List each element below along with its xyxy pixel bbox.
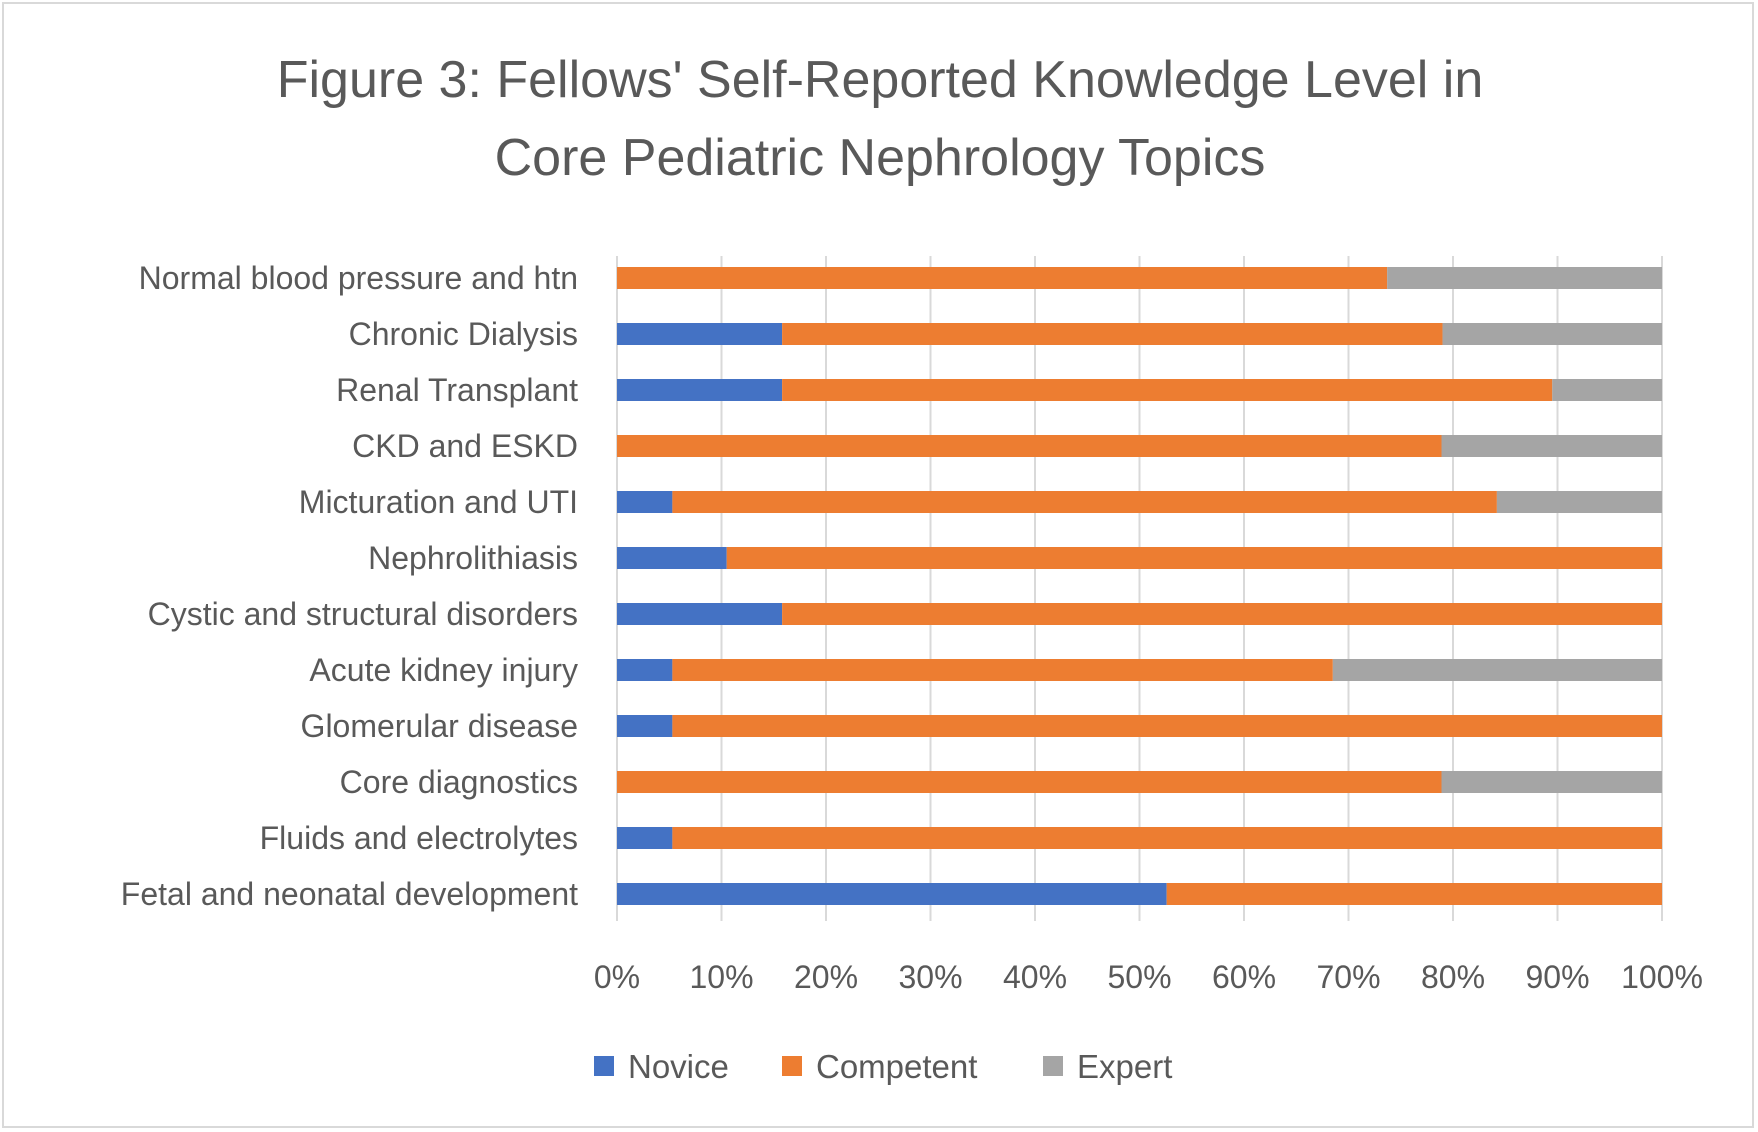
bar-segment-competent — [672, 659, 1333, 681]
x-tick-label: 90% — [1525, 959, 1589, 995]
legend-swatch-novice — [594, 1056, 614, 1076]
category-label: Cystic and structural disorders — [148, 596, 578, 632]
category-label: Fluids and electrolytes — [260, 820, 578, 856]
bar-segment-expert — [1387, 267, 1662, 289]
legend-swatch-competent — [782, 1056, 802, 1076]
bar-segment-competent — [782, 379, 1553, 401]
x-tick-label: 30% — [898, 959, 962, 995]
x-tick-label: 100% — [1621, 959, 1703, 995]
bar-segment-competent — [782, 603, 1662, 625]
category-label: Chronic Dialysis — [349, 316, 578, 352]
legend: Novice Competent Expert — [594, 1048, 1172, 1085]
bar-segment-expert — [1441, 435, 1662, 457]
category-label: Core diagnostics — [340, 764, 578, 800]
category-labels: Normal blood pressure and htn Chronic Dia… — [121, 260, 578, 912]
x-tick-label: 60% — [1212, 959, 1276, 995]
legend-swatch-expert — [1043, 1056, 1063, 1076]
x-axis-ticks: 0% 10% 20% 30% 40% 50% 60% 70% 80% 90% 100% — [594, 959, 1703, 995]
x-tick-label: 0% — [594, 959, 640, 995]
chart-title: Figure 3: Fellows' Self-Reported Knowled… — [277, 51, 1484, 187]
legend-item-expert: Expert — [1043, 1048, 1172, 1085]
category-label: Fetal and neonatal development — [121, 876, 578, 912]
bar-segment-competent — [617, 435, 1442, 457]
bar-segment-novice — [617, 883, 1167, 905]
bar-segment-competent — [782, 323, 1443, 345]
bar-segment-competent — [1166, 883, 1662, 905]
x-tick-label: 40% — [1003, 959, 1067, 995]
bar-segment-novice — [617, 323, 783, 345]
gridlines — [616, 256, 1663, 921]
bar-segment-competent — [617, 771, 1442, 793]
bar-segment-expert — [1332, 659, 1662, 681]
x-tick-label: 10% — [689, 959, 753, 995]
bar-segment-competent — [617, 267, 1388, 289]
legend-label-expert: Expert — [1077, 1048, 1172, 1085]
category-label: Glomerular disease — [301, 708, 578, 744]
category-label: Micturation and UTI — [299, 484, 578, 520]
category-label: Normal blood pressure and htn — [139, 260, 578, 296]
bar-segment-expert — [1441, 771, 1662, 793]
bar-segment-expert — [1442, 323, 1662, 345]
title-line-1: Figure 3: Fellows' Self-Reported Knowled… — [277, 51, 1484, 109]
title-line-2: Core Pediatric Nephrology Topics — [495, 129, 1266, 187]
bar-segment-novice — [617, 379, 783, 401]
bar-segment-novice — [617, 491, 673, 513]
bar-segment-competent — [672, 715, 1662, 737]
bar-segment-competent — [726, 547, 1662, 569]
category-label: Nephrolithiasis — [368, 540, 578, 576]
bar-segment-competent — [672, 827, 1662, 849]
bar-segment-novice — [617, 715, 673, 737]
bar-segment-novice — [617, 827, 673, 849]
category-label: CKD and ESKD — [352, 428, 578, 464]
legend-item-novice: Novice — [594, 1048, 729, 1085]
category-label: Acute kidney injury — [309, 652, 578, 688]
x-tick-label: 20% — [794, 959, 858, 995]
bar-segment-expert — [1496, 491, 1662, 513]
bar-segment-expert — [1552, 379, 1662, 401]
x-tick-label: 50% — [1107, 959, 1171, 995]
legend-item-competent: Competent — [782, 1048, 977, 1085]
legend-label-novice: Novice — [628, 1048, 729, 1085]
bar-segment-novice — [617, 603, 783, 625]
bars — [617, 267, 1662, 905]
x-tick-label: 80% — [1421, 959, 1485, 995]
x-tick-label: 70% — [1316, 959, 1380, 995]
bar-segment-novice — [617, 659, 673, 681]
bar-segment-novice — [617, 547, 727, 569]
legend-label-competent: Competent — [816, 1048, 977, 1085]
category-label: Renal Transplant — [336, 372, 578, 408]
bar-segment-competent — [672, 491, 1497, 513]
stacked-bar-chart: Figure 3: Fellows' Self-Reported Knowled… — [121, 51, 1703, 1085]
